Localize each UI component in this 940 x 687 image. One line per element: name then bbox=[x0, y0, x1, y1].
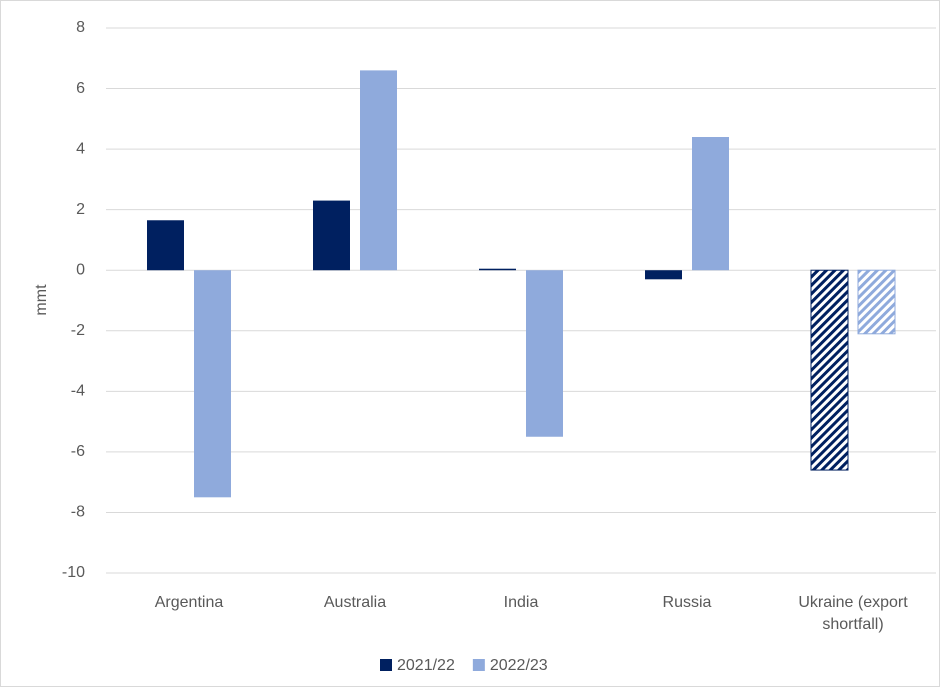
x-tick-label: Australia bbox=[323, 594, 387, 611]
x-tick-label: Ukraine (export shortfall) bbox=[798, 594, 908, 633]
bar bbox=[313, 200, 350, 271]
bar bbox=[194, 270, 231, 498]
legend-swatch bbox=[472, 659, 485, 671]
y-tick-label: 2 bbox=[76, 201, 85, 218]
legend-swatch bbox=[380, 659, 392, 671]
y-tick-label: 8 bbox=[76, 19, 85, 36]
y-tick-label: -8 bbox=[71, 504, 85, 521]
bar bbox=[645, 270, 682, 280]
y-axis-label: mmt bbox=[33, 284, 50, 316]
y-tick-label: -2 bbox=[71, 322, 85, 339]
bar bbox=[147, 220, 184, 271]
bar bbox=[479, 268, 516, 271]
y-tick-label: -6 bbox=[71, 443, 85, 460]
y-tick-label: 6 bbox=[76, 80, 85, 97]
bar bbox=[857, 269, 896, 335]
x-tick-label: Argentina bbox=[154, 594, 224, 611]
bar bbox=[810, 269, 849, 471]
bar bbox=[360, 70, 397, 271]
x-tick-label: India bbox=[503, 594, 539, 611]
y-tick-label: 0 bbox=[76, 261, 85, 278]
x-tick-label: Russia bbox=[662, 594, 712, 611]
bar bbox=[526, 270, 563, 437]
legend-label: 2021/22 bbox=[397, 657, 455, 674]
y-tick-label: -4 bbox=[71, 383, 85, 400]
bar bbox=[692, 137, 729, 271]
y-tick-label: 4 bbox=[76, 140, 85, 157]
y-tick-label: -10 bbox=[62, 564, 85, 581]
legend-label: 2022/23 bbox=[490, 657, 548, 674]
